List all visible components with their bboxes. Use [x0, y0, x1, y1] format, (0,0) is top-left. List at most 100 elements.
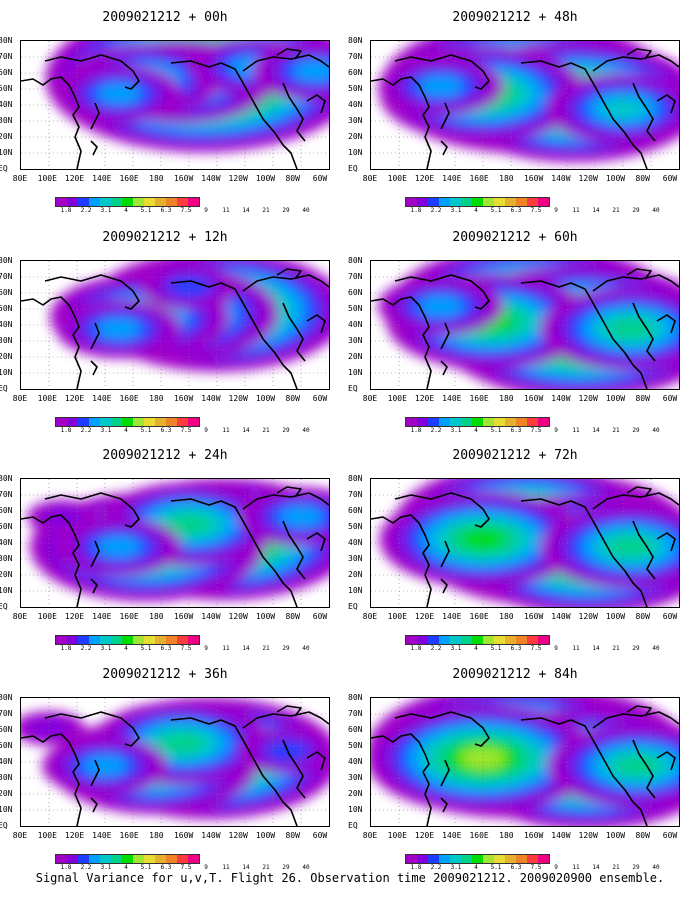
coastline	[21, 296, 82, 389]
colorbar-label: 14	[592, 207, 600, 214]
colorbar	[55, 635, 200, 645]
colorbar-swatch	[100, 198, 111, 206]
y-tick-label: 20N	[348, 132, 363, 141]
colorbar-swatch	[439, 636, 450, 644]
colorbar-label: 2.2	[80, 645, 92, 652]
x-tick-label: 120W	[228, 174, 248, 183]
y-tick-label: 80N	[0, 693, 13, 702]
x-tick-label: 100E	[387, 394, 407, 403]
x-tick-label: 80W	[635, 174, 650, 183]
colorbar-label: 6.3	[160, 427, 172, 434]
x-tick-label: 80W	[285, 394, 300, 403]
colorbar-labels: 1.8 2.2 3.1 4 5.1 6.3 7.5 9 11 14 21 29 40	[405, 427, 685, 437]
x-tick-label: 120E	[64, 831, 85, 840]
map-svg	[371, 479, 679, 607]
colorbar-label: 40	[302, 427, 310, 434]
colorbar-label: 11	[222, 645, 230, 652]
colorbar-swatch	[516, 636, 527, 644]
x-tick-label: 140W	[551, 612, 571, 621]
x-tick-label: 100W	[255, 612, 276, 621]
colorbar-label: 4	[124, 207, 128, 214]
colorbar	[55, 854, 200, 864]
colorbar-label: 1.8	[410, 645, 422, 652]
colorbar-label: 7.5	[180, 427, 192, 434]
coastline	[520, 717, 648, 826]
coastline	[44, 54, 140, 90]
colorbar-label: 9	[204, 207, 208, 214]
colorbar-swatch	[67, 636, 78, 644]
y-tick-label: 80N	[348, 256, 363, 265]
colorbar-swatch	[122, 418, 133, 426]
y-tick-label: EQ	[0, 602, 8, 611]
coastline	[21, 733, 82, 826]
colorbar-label: 3.1	[100, 427, 112, 434]
x-tick-label: 180	[499, 831, 514, 840]
colorbar-swatch	[417, 855, 428, 863]
colorbar-labels: 1.8 2.2 3.1 4 5.1 6.3 7.5 9 11 14 21 29 40	[55, 645, 335, 655]
colorbar-swatch	[144, 636, 155, 644]
colorbar-swatch	[111, 198, 122, 206]
colorbar-label: 1.8	[60, 207, 72, 214]
panel-title: 2009021212 + 72h	[452, 448, 578, 463]
colorbar-swatch	[472, 855, 483, 863]
coastline	[282, 739, 306, 799]
colorbar-swatch	[166, 418, 177, 426]
coastline	[306, 751, 326, 771]
x-tick-label: 160W	[173, 174, 194, 183]
colorbar-swatch	[450, 855, 461, 863]
coastline	[90, 102, 100, 130]
x-tick-label: 140E	[442, 831, 462, 840]
map-plot	[370, 478, 680, 608]
coastline	[656, 751, 676, 771]
x-tick-label: 160W	[523, 612, 544, 621]
colorbar-label: 3.1	[450, 645, 462, 652]
x-tick-label: 80E	[12, 831, 28, 840]
colorbar-swatch	[505, 855, 516, 863]
y-tick-label: 20N	[0, 570, 13, 579]
x-tick-label: 80E	[362, 394, 378, 403]
colorbar-label: 2.2	[430, 864, 442, 871]
x-tick-labels: 80E 100E 120E 140E 160E 180 160W 140W 120W 100W 80…	[362, 394, 692, 406]
colorbar-label: 6.3	[510, 207, 522, 214]
coastline	[90, 360, 98, 376]
colorbar-labels: 1.8 2.2 3.1 4 5.1 6.3 7.5 9 11 14 21 29 40	[55, 427, 335, 437]
colorbar-swatch	[166, 198, 177, 206]
field-contour	[82, 755, 128, 777]
x-tick-label: 120W	[578, 394, 598, 403]
colorbar-swatch	[155, 855, 166, 863]
colorbar-swatch	[538, 855, 549, 863]
coastline	[440, 797, 448, 813]
y-tick-label: 70N	[0, 490, 13, 499]
x-tick-label: 140W	[551, 831, 571, 840]
coastline	[394, 492, 490, 528]
y-tick-label: 70N	[348, 52, 363, 61]
colorbar-swatch	[133, 636, 144, 644]
colorbar-swatch	[406, 198, 417, 206]
colorbar-label: 9	[204, 864, 208, 871]
field-contour	[278, 506, 324, 528]
colorbar-label: 29	[632, 207, 640, 214]
y-tick-label: 10N	[348, 148, 363, 157]
x-tick-label: 180	[499, 612, 514, 621]
colorbar	[55, 197, 200, 207]
coastline	[592, 711, 679, 729]
colorbar-label: 3.1	[100, 864, 112, 871]
x-tick-label: 120E	[64, 394, 85, 403]
colorbar-label: 2.2	[80, 864, 92, 871]
x-tick-label: 160E	[469, 174, 489, 183]
colorbar-label: 9	[554, 207, 558, 214]
y-tick-label: 10N	[0, 368, 13, 377]
x-tick-label: 140E	[92, 174, 112, 183]
colorbar-swatch	[100, 855, 111, 863]
colorbar-label: 5.1	[140, 864, 152, 871]
colorbar-swatch	[166, 636, 177, 644]
colorbar-swatch	[144, 198, 155, 206]
colorbar-swatch	[89, 855, 100, 863]
colorbar-label: 5.1	[140, 207, 152, 214]
y-tick-label: 40N	[348, 538, 363, 547]
x-tick-label: 160W	[173, 394, 194, 403]
coastline	[90, 540, 100, 568]
colorbar-swatch	[428, 198, 439, 206]
colorbar-swatch	[483, 636, 494, 644]
colorbar-label: 14	[242, 207, 250, 214]
